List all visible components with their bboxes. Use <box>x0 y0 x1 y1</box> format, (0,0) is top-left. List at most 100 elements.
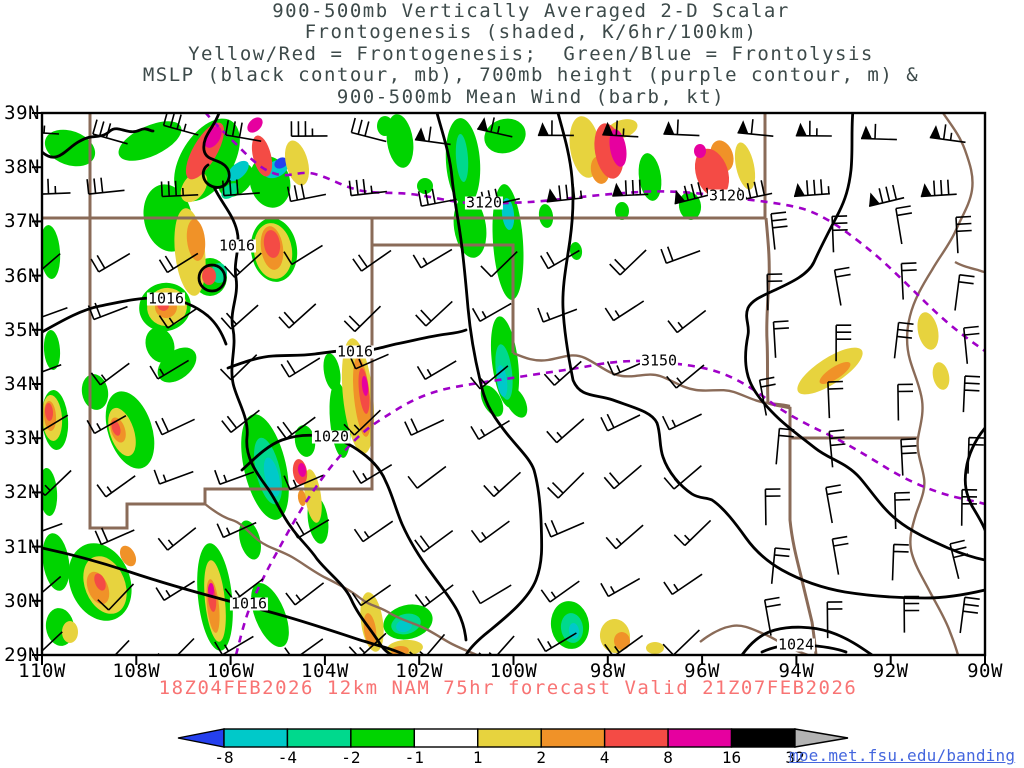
wind-barb <box>835 324 852 362</box>
shading-blob <box>377 116 393 136</box>
wind-barb <box>666 364 705 389</box>
wind-barb <box>600 577 641 598</box>
shading-blob <box>118 121 182 161</box>
wind-barb <box>278 303 317 329</box>
wind-barb <box>154 417 195 436</box>
shading-blob <box>694 144 706 158</box>
wind-barb <box>600 413 641 432</box>
mslp-contour <box>963 426 985 532</box>
mslp-contour <box>42 127 155 159</box>
wind-barb <box>86 177 125 195</box>
wind-barb <box>478 635 515 655</box>
wind-barb <box>766 273 783 311</box>
wind-barb <box>828 429 846 468</box>
colorbar-segment <box>540 728 606 748</box>
shading-blob <box>119 545 137 567</box>
wind-barb-pennant <box>414 127 426 142</box>
wind-barb <box>547 472 585 499</box>
shading-blob <box>62 621 78 643</box>
lat-tick-label: 39N <box>4 102 40 124</box>
wind-barb <box>891 543 909 581</box>
wind-barb <box>736 180 773 202</box>
title-line-1: 900-500mb Vertically Averaged 2-D Scalar <box>272 0 790 22</box>
wind-barb <box>470 520 510 544</box>
wind-barb-pennant <box>737 120 749 134</box>
colorbar-tick-label: -1 <box>404 748 424 767</box>
wind-barb <box>959 596 980 634</box>
shading-blob <box>396 619 412 633</box>
colorbar-left-arrow <box>177 728 225 748</box>
wind-barb <box>343 409 381 436</box>
wind-barb <box>963 325 980 364</box>
wind-barb <box>660 246 701 264</box>
wind-barb <box>793 179 830 198</box>
wind-barb <box>220 304 259 330</box>
mslp-contour-label: 1016 <box>146 289 186 308</box>
wind-barb-pennant <box>602 121 614 136</box>
wind-barb <box>661 413 702 431</box>
wind-barb <box>162 113 199 136</box>
wind-barb <box>770 211 788 250</box>
colorbar-right-arrow <box>794 728 849 748</box>
wind-barb-pennant <box>795 122 807 136</box>
wind-barb <box>42 631 63 653</box>
wind-barb <box>97 583 135 611</box>
wind-barb <box>770 547 791 584</box>
shading-blob <box>44 403 54 421</box>
wind-barb <box>222 179 260 197</box>
wind-barb <box>860 123 897 141</box>
height-contour-label: 3150 <box>639 351 679 370</box>
wind-barb <box>955 215 972 254</box>
shading-blob <box>94 573 106 591</box>
wind-barb <box>221 409 260 434</box>
wind-barb <box>900 262 917 300</box>
wind-barb-pennant <box>869 192 880 207</box>
mslp-contour-label: 1020 <box>311 427 351 446</box>
source-link[interactable]: moe.met.fsu.edu/banding <box>789 746 1016 765</box>
wind-barb <box>831 535 849 575</box>
wind-barb <box>954 274 975 311</box>
wind-barb <box>763 596 781 636</box>
colorbar-segment <box>603 728 669 748</box>
wind-barb <box>612 179 649 197</box>
lat-tick-label: 34N <box>4 373 40 395</box>
title-line-5: 900-500mb Mean Wind (barb, kt) <box>336 85 726 108</box>
wind-barb <box>662 629 700 655</box>
wind-barb <box>470 420 510 440</box>
colorbar-tick-label: -2 <box>341 748 361 767</box>
height-contours-700mb <box>204 113 985 655</box>
mslp-contour-label: 1016 <box>217 236 257 255</box>
wind-barb <box>214 635 254 655</box>
wind-barb <box>471 584 512 605</box>
shading-blob <box>227 160 249 182</box>
shading-blob <box>609 129 627 167</box>
wind-barb <box>603 464 642 490</box>
wind-barb <box>544 519 585 538</box>
colorbar-tick-label: -8 <box>214 748 234 767</box>
wind-barb <box>673 519 712 547</box>
wind-barb <box>480 251 518 278</box>
wind-barb <box>949 539 969 579</box>
wind-barb-pennant <box>929 125 941 139</box>
wind-barb <box>90 252 131 273</box>
wind-barb <box>289 519 330 539</box>
wind-barb <box>772 320 789 358</box>
wind-barb <box>471 302 512 322</box>
wind-barb <box>414 529 454 553</box>
lon-tick-label: 98W <box>589 660 626 682</box>
wind-barb-pennant <box>546 188 558 202</box>
mslp-contour-label: 1016 <box>229 594 269 613</box>
lon-tick-label: 110W <box>18 660 66 682</box>
wind-barb <box>414 126 451 146</box>
wind-barb <box>605 524 644 550</box>
shading-blob <box>361 376 369 396</box>
wind-barb <box>158 252 199 274</box>
wind-barb <box>352 249 392 272</box>
state-border-line <box>788 438 818 655</box>
wind-barb <box>280 357 321 378</box>
wind-barb <box>276 416 316 440</box>
shading-blob <box>202 267 216 285</box>
shading-blob <box>386 114 414 168</box>
colorbar-segment <box>223 728 289 748</box>
